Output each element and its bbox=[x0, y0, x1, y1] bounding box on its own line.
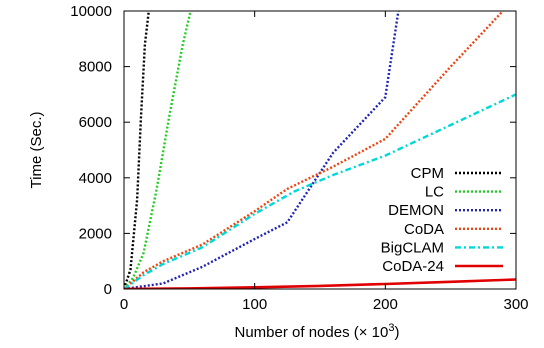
series-line-demon bbox=[124, 11, 400, 289]
series-line-lc bbox=[124, 11, 192, 289]
y-tick-label: 0 bbox=[104, 281, 112, 298]
legend-label-lc: LC bbox=[425, 184, 444, 201]
x-axis-label: Number of nodes (× 103) bbox=[235, 322, 400, 341]
series-line-coda bbox=[124, 11, 504, 289]
x-axis-label-close: ) bbox=[394, 324, 399, 341]
y-tick-label: 2000 bbox=[79, 225, 112, 242]
legend-label-coda: CoDA bbox=[404, 221, 444, 238]
ticks-layer: 0 2000 4000 6000 8000 10000 0 100 200 300 bbox=[70, 3, 528, 313]
y-tick-label: 4000 bbox=[79, 170, 112, 187]
x-tick-label: 100 bbox=[242, 296, 267, 313]
y-tick-label: 10000 bbox=[70, 3, 112, 20]
plot-frame bbox=[123, 10, 517, 290]
legend-label-coda-24: CoDA-24 bbox=[382, 258, 444, 275]
y-tick-label: 8000 bbox=[79, 59, 112, 76]
series-layer bbox=[124, 11, 516, 289]
x-tick-label: 0 bbox=[120, 296, 128, 313]
legend-label-cpm: CPM bbox=[411, 165, 444, 182]
legend-label-demon: DEMON bbox=[388, 202, 444, 219]
y-axis-label: Time (Sec.) bbox=[28, 112, 45, 189]
series-line-bigclam bbox=[124, 93, 516, 289]
x-axis-label-main: Number of nodes ( bbox=[235, 324, 359, 341]
x-tick-label: 300 bbox=[503, 296, 528, 313]
series-line-cpm bbox=[124, 11, 150, 289]
legend-label-bigclam: BigCLAM bbox=[381, 239, 444, 256]
x-tick-label: 200 bbox=[373, 296, 398, 313]
y-tick-label: 6000 bbox=[79, 114, 112, 131]
x-axis-label-unit: × 10 bbox=[359, 324, 389, 341]
x-axis-label-exponent: 3 bbox=[388, 322, 394, 334]
series-line-coda-24 bbox=[124, 278, 516, 289]
